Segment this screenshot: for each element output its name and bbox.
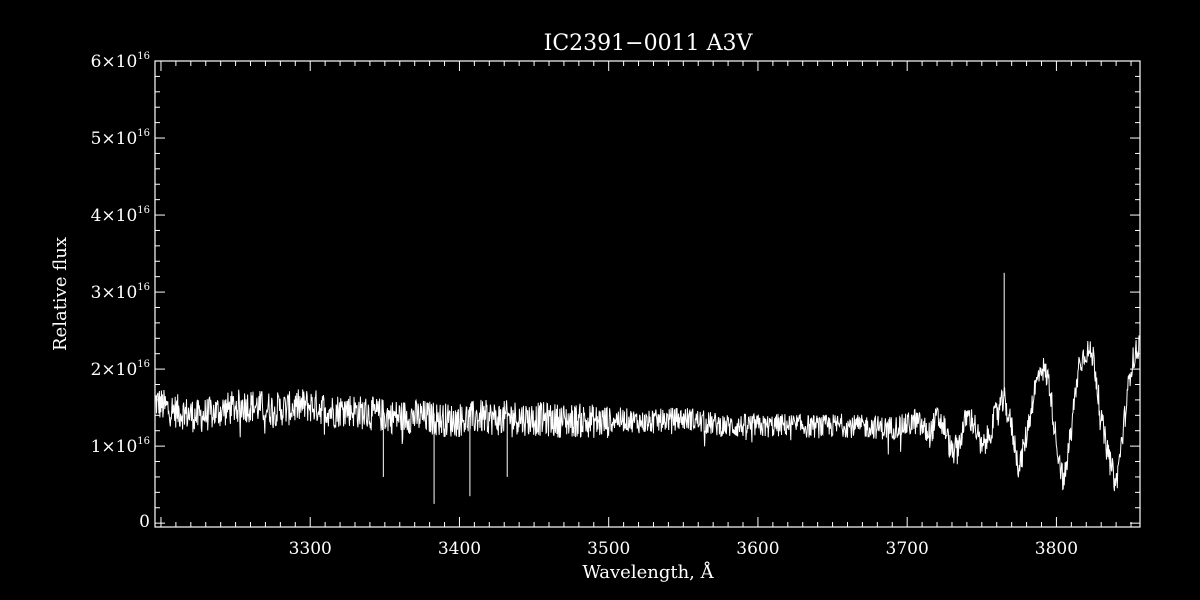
x-tick-label: 3300 (289, 539, 332, 559)
y-tick-label: 6×1016 (91, 51, 150, 72)
spectrum-line (154, 335, 1141, 492)
x-tick-label: 3800 (1035, 539, 1078, 559)
y-tick-labels: 0 1×1016 2×1016 3×1016 4×1016 5×1016 6×1016 (91, 51, 150, 532)
x-tick-label: 3400 (438, 539, 481, 559)
axis-ticks (155, 60, 1140, 527)
spectral-line-spikes (382, 272, 1005, 504)
y-tick-label: 3×1016 (91, 282, 150, 303)
y-tick-label: 0 (139, 512, 150, 532)
y-axis-label: Relative flux (50, 237, 71, 351)
y-tick-label: 4×1016 (91, 205, 150, 226)
x-axis-label: Wavelength, Å (582, 561, 714, 583)
x-tick-labels: 3300 3400 3500 3600 3700 3800 (289, 539, 1078, 559)
x-tick-label: 3500 (587, 539, 630, 559)
y-tick-label: 2×1016 (91, 359, 150, 380)
chart-title: IC2391−0011 A3V (544, 31, 754, 56)
x-tick-label: 3600 (736, 539, 779, 559)
plot-frame (154, 60, 1141, 528)
y-tick-label: 1×1016 (91, 436, 150, 457)
x-tick-label: 3700 (886, 539, 929, 559)
y-tick-label: 5×1016 (91, 128, 150, 149)
